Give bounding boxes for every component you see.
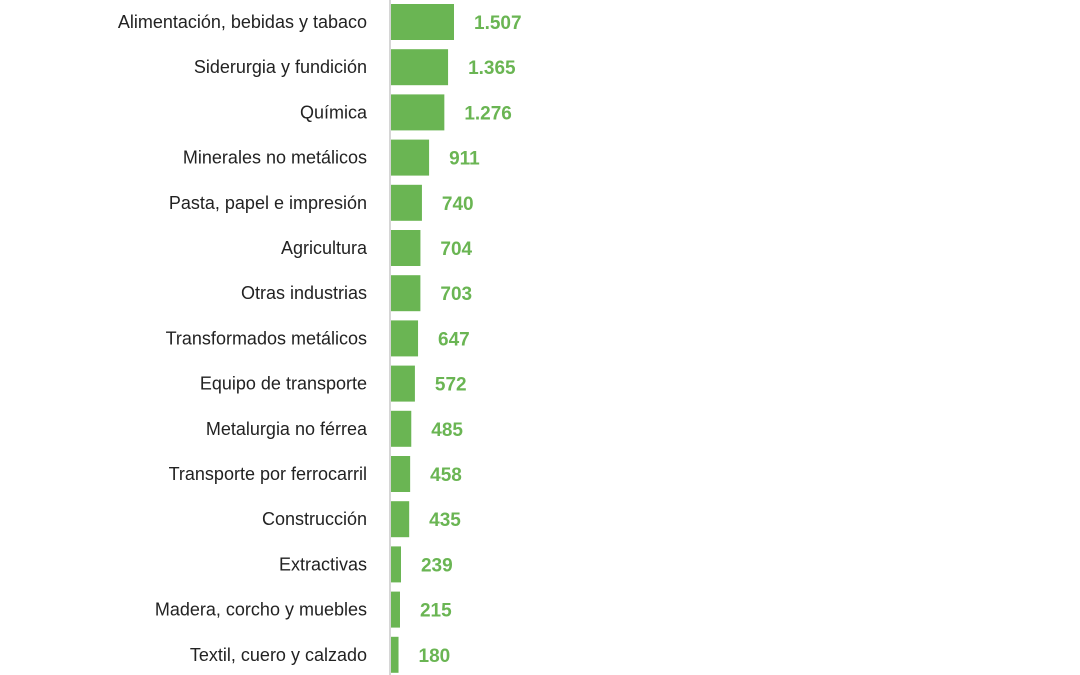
value-label: 180 (419, 646, 451, 667)
value-label: 572 (435, 375, 467, 396)
bar-row: Agricultura 704 (281, 230, 473, 266)
bar (391, 275, 421, 312)
bar (391, 546, 401, 583)
bar (391, 139, 430, 176)
bar (391, 501, 410, 538)
category-label: Química (300, 102, 368, 122)
category-label: Minerales no metálicos (183, 148, 367, 168)
bar (391, 320, 419, 357)
value-label: 435 (429, 510, 461, 531)
bar-row: Textil, cuero y calzado 180 (190, 636, 451, 673)
bar-row: Alimentación, bebidas y tabaco 1.507 (118, 4, 522, 40)
bar-row: Transformados metálicos 647 (166, 320, 470, 357)
category-label: Construcción (262, 509, 367, 529)
category-label: Transporte por ferrocarril (169, 464, 367, 484)
bar-row: Pasta, papel e impresión 740 (169, 184, 474, 221)
category-label: Pasta, papel e impresión (169, 193, 367, 213)
bar (391, 456, 411, 492)
value-label: 1.365 (468, 58, 516, 79)
bar-row: Siderurgia y fundición 1.365 (194, 49, 516, 86)
value-label: 703 (440, 284, 472, 305)
bar (391, 636, 399, 673)
value-label: 1.276 (464, 103, 512, 124)
category-label: Alimentación, bebidas y tabaco (118, 12, 367, 32)
bar-row: Extractivas 239 (279, 546, 453, 583)
bar-row: Química 1.276 (300, 94, 512, 131)
bar (391, 230, 421, 266)
category-label: Agricultura (281, 238, 368, 258)
category-label: Siderurgia y fundición (194, 57, 367, 77)
category-label: Madera, corcho y muebles (155, 600, 367, 620)
bar-row: Otras industrias 703 (241, 275, 472, 312)
category-label: Extractivas (279, 554, 367, 574)
value-label: 1.507 (474, 13, 522, 34)
bar-row: Construcción 435 (262, 501, 461, 538)
category-label: Otras industrias (241, 283, 367, 303)
bar (391, 4, 454, 40)
bar-row: Minerales no metálicos 911 (183, 139, 480, 176)
value-label: 911 (449, 149, 480, 170)
bar (391, 49, 449, 86)
value-label: 647 (438, 329, 470, 350)
bar (391, 410, 412, 447)
bar (391, 94, 445, 131)
category-label: Metalurgia no férrea (206, 419, 368, 439)
value-label: 458 (430, 465, 462, 486)
bar-row: Transporte por ferrocarril 458 (169, 456, 462, 492)
bar-row: Equipo de transporte 572 (200, 365, 467, 402)
bar (391, 591, 400, 628)
value-label: 485 (431, 420, 463, 441)
value-label: 740 (442, 194, 474, 215)
category-label: Equipo de transporte (200, 374, 367, 394)
category-label: Transformados metálicos (166, 328, 367, 348)
category-label: Textil, cuero y calzado (190, 645, 367, 665)
bar-row: Madera, corcho y muebles 215 (155, 591, 452, 628)
value-label: 215 (420, 601, 452, 622)
value-label: 239 (421, 555, 453, 576)
bar (391, 184, 422, 221)
bar-row: Metalurgia no férrea 485 (206, 410, 463, 447)
value-label: 704 (440, 239, 472, 260)
bar (391, 365, 415, 402)
